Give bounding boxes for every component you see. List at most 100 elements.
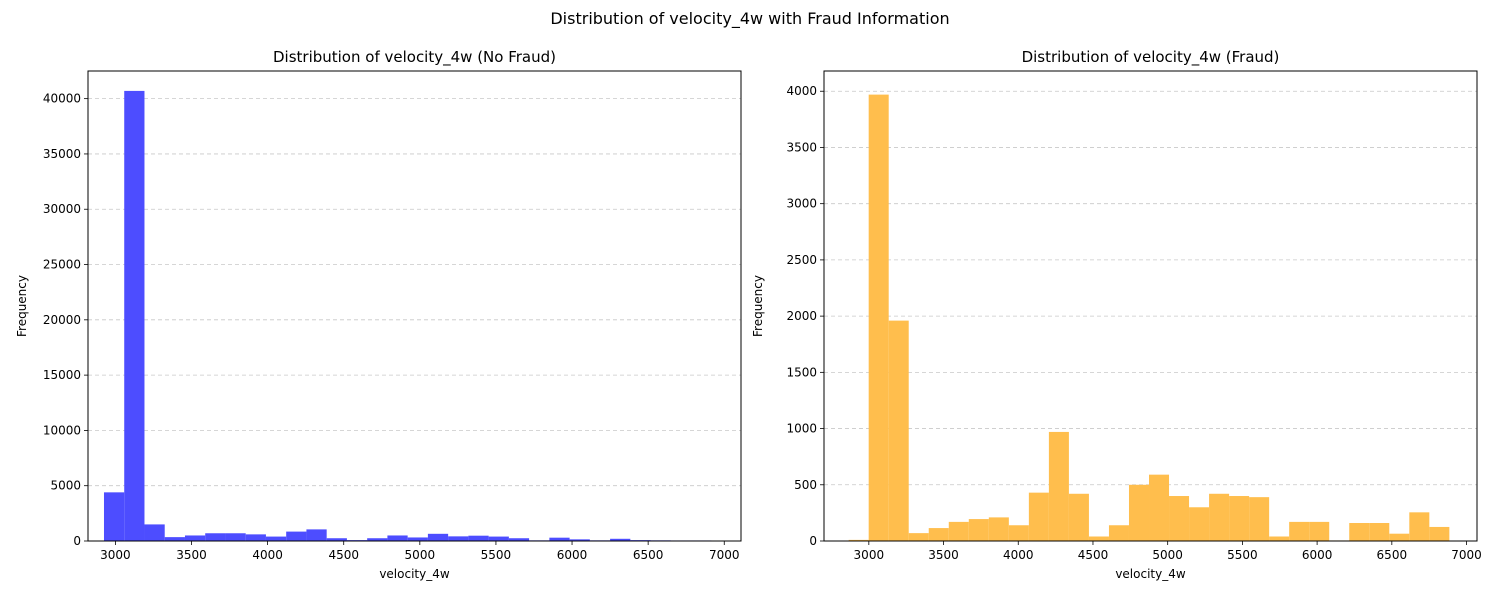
- histogram-bar: [1169, 496, 1190, 541]
- x-axis-label: velocity_4w: [1115, 567, 1186, 581]
- histogram-bar: [1088, 536, 1109, 541]
- y-tick-label: 15000: [43, 368, 81, 382]
- histogram-bar: [225, 533, 246, 541]
- x-tick-label: 6500: [633, 548, 664, 562]
- y-tick-label: 2500: [786, 253, 817, 267]
- x-tick-label: 5000: [1152, 548, 1183, 562]
- histogram-bar: [968, 519, 989, 541]
- histogram-bar: [1108, 525, 1129, 541]
- histogram-bar: [1189, 507, 1210, 541]
- y-tick-label: 35000: [43, 147, 81, 161]
- axes-frame: [87, 70, 742, 542]
- histogram-bar: [468, 535, 489, 541]
- histogram-bar: [928, 528, 949, 541]
- histogram-bar: [848, 539, 869, 541]
- histogram-bar: [286, 531, 307, 541]
- histogram-bar: [1369, 523, 1390, 541]
- histogram-bar: [387, 535, 408, 541]
- x-tick-label: 7000: [1451, 548, 1482, 562]
- histogram-bar: [1409, 512, 1430, 541]
- y-tick-label: 25000: [43, 258, 81, 272]
- histogram-bar: [908, 533, 929, 541]
- y-tick-label: 1000: [786, 422, 817, 436]
- x-tick-label: 3000: [100, 548, 131, 562]
- histogram-bar: [306, 529, 327, 541]
- histogram-bar: [124, 90, 145, 541]
- x-tick-label: 6500: [1377, 548, 1408, 562]
- histogram-bar: [103, 492, 125, 541]
- histogram-bar: [1289, 521, 1310, 541]
- y-tick-label: 500: [794, 478, 817, 492]
- histogram-bar: [1229, 496, 1250, 541]
- x-tick-label: 4000: [1003, 548, 1034, 562]
- histogram-bar: [1028, 492, 1049, 541]
- y-tick-label: 40000: [43, 92, 81, 106]
- panel-fraud: 3000 3500 4000 4500 5000 5500 6000 6500 7000 0 500…: [751, 48, 1482, 581]
- histogram-bar: [868, 94, 889, 542]
- y-tick-label: 30000: [43, 202, 81, 216]
- y-tick-label: 5000: [50, 479, 81, 493]
- x-tick-label: 4500: [1078, 548, 1109, 562]
- histogram-bar: [205, 533, 226, 541]
- histogram-bar: [488, 536, 509, 541]
- x-tick-label: 3500: [176, 548, 207, 562]
- histogram-bar: [1309, 521, 1330, 541]
- histogram-bar: [367, 538, 388, 541]
- y-tick-label: 3000: [786, 197, 817, 211]
- y-axis-label: Frequency: [15, 275, 29, 337]
- x-tick-label: 4500: [328, 548, 359, 562]
- histogram-bar: [245, 534, 266, 541]
- histogram-bar: [1068, 493, 1089, 541]
- histogram-bar: [448, 536, 469, 541]
- x-tick-label: 3000: [854, 548, 885, 562]
- axes-title: Distribution of velocity_4w (Fraud): [1022, 48, 1280, 67]
- histogram-bar: [407, 537, 428, 541]
- histogram-bar: [1128, 484, 1150, 541]
- histogram-bar: [610, 538, 631, 541]
- y-tick-label: 4000: [786, 84, 817, 98]
- histogram-bar: [888, 320, 909, 541]
- histogram-bar: [184, 535, 206, 541]
- histogram-bar: [326, 538, 347, 541]
- figure-suptitle: Distribution of velocity_4w with Fraud I…: [550, 9, 950, 28]
- axes-title: Distribution of velocity_4w (No Fraud): [273, 48, 556, 67]
- x-axis-label: velocity_4w: [379, 567, 450, 581]
- histogram-bar: [427, 533, 449, 541]
- histogram-bar: [988, 517, 1009, 541]
- histogram-bar: [1429, 526, 1450, 541]
- histogram-bar: [265, 536, 287, 541]
- x-tick-label: 5000: [405, 548, 436, 562]
- histogram-bar: [1389, 533, 1410, 541]
- x-tick-label: 6000: [1302, 548, 1333, 562]
- y-tick-label: 0: [73, 534, 81, 548]
- histogram-bar: [948, 521, 969, 541]
- histogram-bar: [549, 537, 570, 541]
- y-tick-label: 10000: [43, 423, 81, 437]
- histogram-bar: [1008, 525, 1029, 541]
- x-tick-label: 6000: [557, 548, 588, 562]
- x-tick-label: 5500: [1227, 548, 1258, 562]
- histogram-bar: [1249, 497, 1270, 541]
- y-axis-label: Frequency: [751, 275, 765, 337]
- histogram-bar: [1349, 523, 1370, 541]
- x-tick-label: 4000: [252, 548, 283, 562]
- histogram-bar: [144, 524, 165, 541]
- panel-no-fraud: 3000 3500 4000 4500 5000 5500 6000 6500 7000 0 500…: [15, 48, 742, 581]
- histogram-bar: [1048, 431, 1069, 541]
- histogram-bar: [1209, 493, 1230, 541]
- y-tick-label: 3500: [786, 140, 817, 154]
- y-tick-label: 20000: [43, 313, 81, 327]
- y-tick-label: 2000: [786, 309, 817, 323]
- y-tick-label: 1500: [786, 365, 817, 379]
- x-tick-label: 5500: [481, 548, 512, 562]
- histogram-bar: [1149, 474, 1170, 541]
- y-tick-label: 0: [809, 534, 817, 548]
- x-tick-label: 3500: [928, 548, 959, 562]
- histogram-bar: [164, 537, 185, 541]
- x-tick-label: 7000: [709, 548, 740, 562]
- axes-frame: [823, 70, 1478, 542]
- histogram-bar: [508, 538, 530, 541]
- histogram-bar: [1269, 536, 1290, 541]
